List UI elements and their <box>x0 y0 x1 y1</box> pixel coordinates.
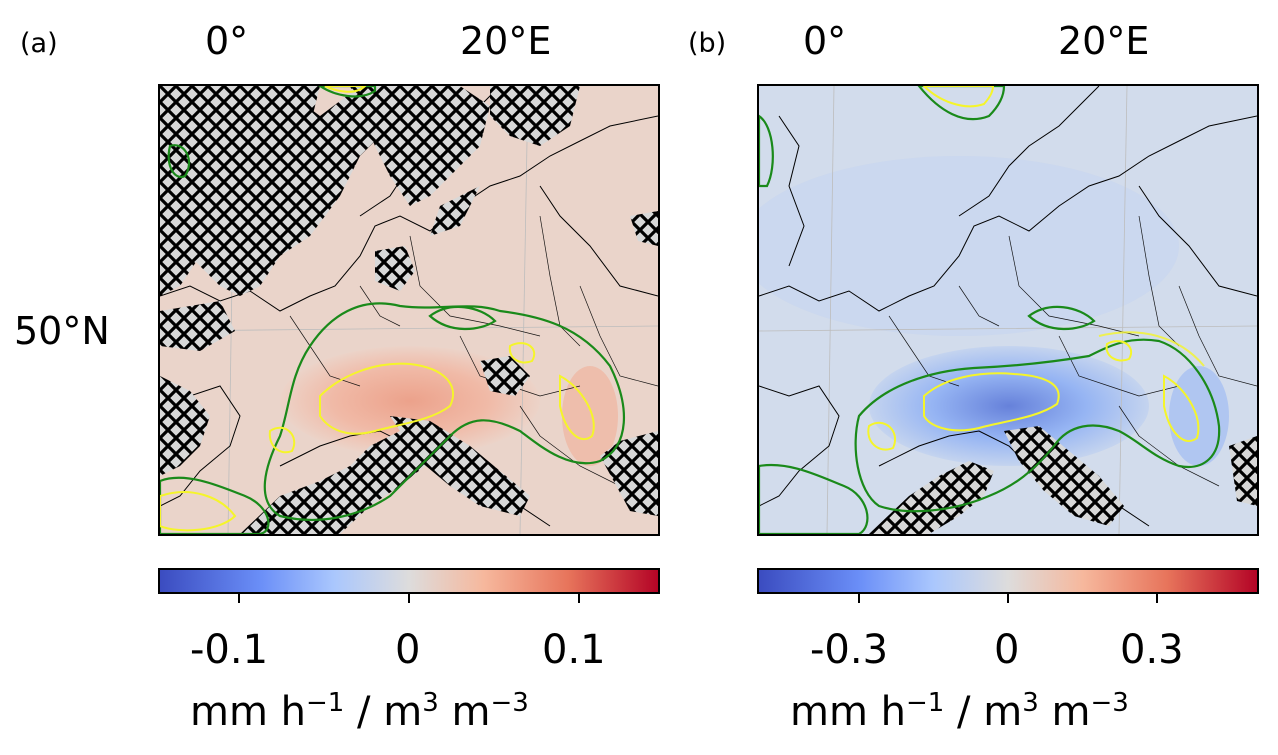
panel-b-cb-units: mm h−1 / m3 m−3 <box>790 688 1129 735</box>
panel-b-cb-tickmark-zero <box>1007 594 1009 603</box>
panel-b-graticule <box>759 86 1257 534</box>
panel-a-cb-units: mm h−1 / m3 m−3 <box>190 688 529 735</box>
panel-b-lon-tick-20e: 20°E <box>1058 19 1150 63</box>
panel-a-hatching <box>160 86 658 534</box>
panel-b-contour-inner <box>867 86 1205 451</box>
panel-b-hatching <box>869 426 1257 534</box>
panel-b-alps-anomaly <box>869 346 1149 466</box>
panel-a-cb-tick-zero: 0 <box>395 627 421 673</box>
panel-b-contour-outer <box>759 86 1221 534</box>
panel-a-map <box>158 84 660 536</box>
panel-b-lon-tick-0: 0° <box>803 19 847 63</box>
panel-b-cb-tick-neg: -0.3 <box>810 627 889 673</box>
panel-a-contour-inner <box>160 86 595 532</box>
panel-b-colorbar <box>757 568 1259 594</box>
panel-a-cb-tickmark-pos <box>578 594 580 603</box>
panel-a-map-canvas <box>160 86 658 534</box>
panel-a-colorbar <box>158 568 660 594</box>
panel-a-cb-tickmark-neg <box>238 594 240 603</box>
panel-a-lon-tick-0: 0° <box>205 19 249 63</box>
panel-b-cb-tickmark-neg <box>858 594 860 603</box>
panel-a-borders <box>289 215 658 487</box>
panel-b-borders <box>888 215 1257 487</box>
panel-b-cb-tick-pos: 0.3 <box>1120 627 1184 673</box>
panel-b-map-canvas <box>759 86 1257 534</box>
panel-a-cb-tick-pos: 0.1 <box>542 627 606 673</box>
panel-b-cb-tick-zero: 0 <box>994 627 1020 673</box>
panel-b-label: (b) <box>688 28 727 59</box>
panel-a-lon-tick-20e: 20°E <box>460 19 552 63</box>
panel-b-map <box>757 84 1259 536</box>
panel-a-cb-tickmark-zero <box>408 594 410 603</box>
panel-a-cb-tick-neg: -0.1 <box>190 627 269 673</box>
panel-b-cb-tickmark-pos <box>1156 594 1158 603</box>
panel-a-contour-outer <box>160 86 626 534</box>
panel-a-label: (a) <box>20 28 58 59</box>
panel-a-lat-tick-50n: 50°N <box>14 309 110 353</box>
panel-a-alps-anomaly <box>280 346 540 456</box>
